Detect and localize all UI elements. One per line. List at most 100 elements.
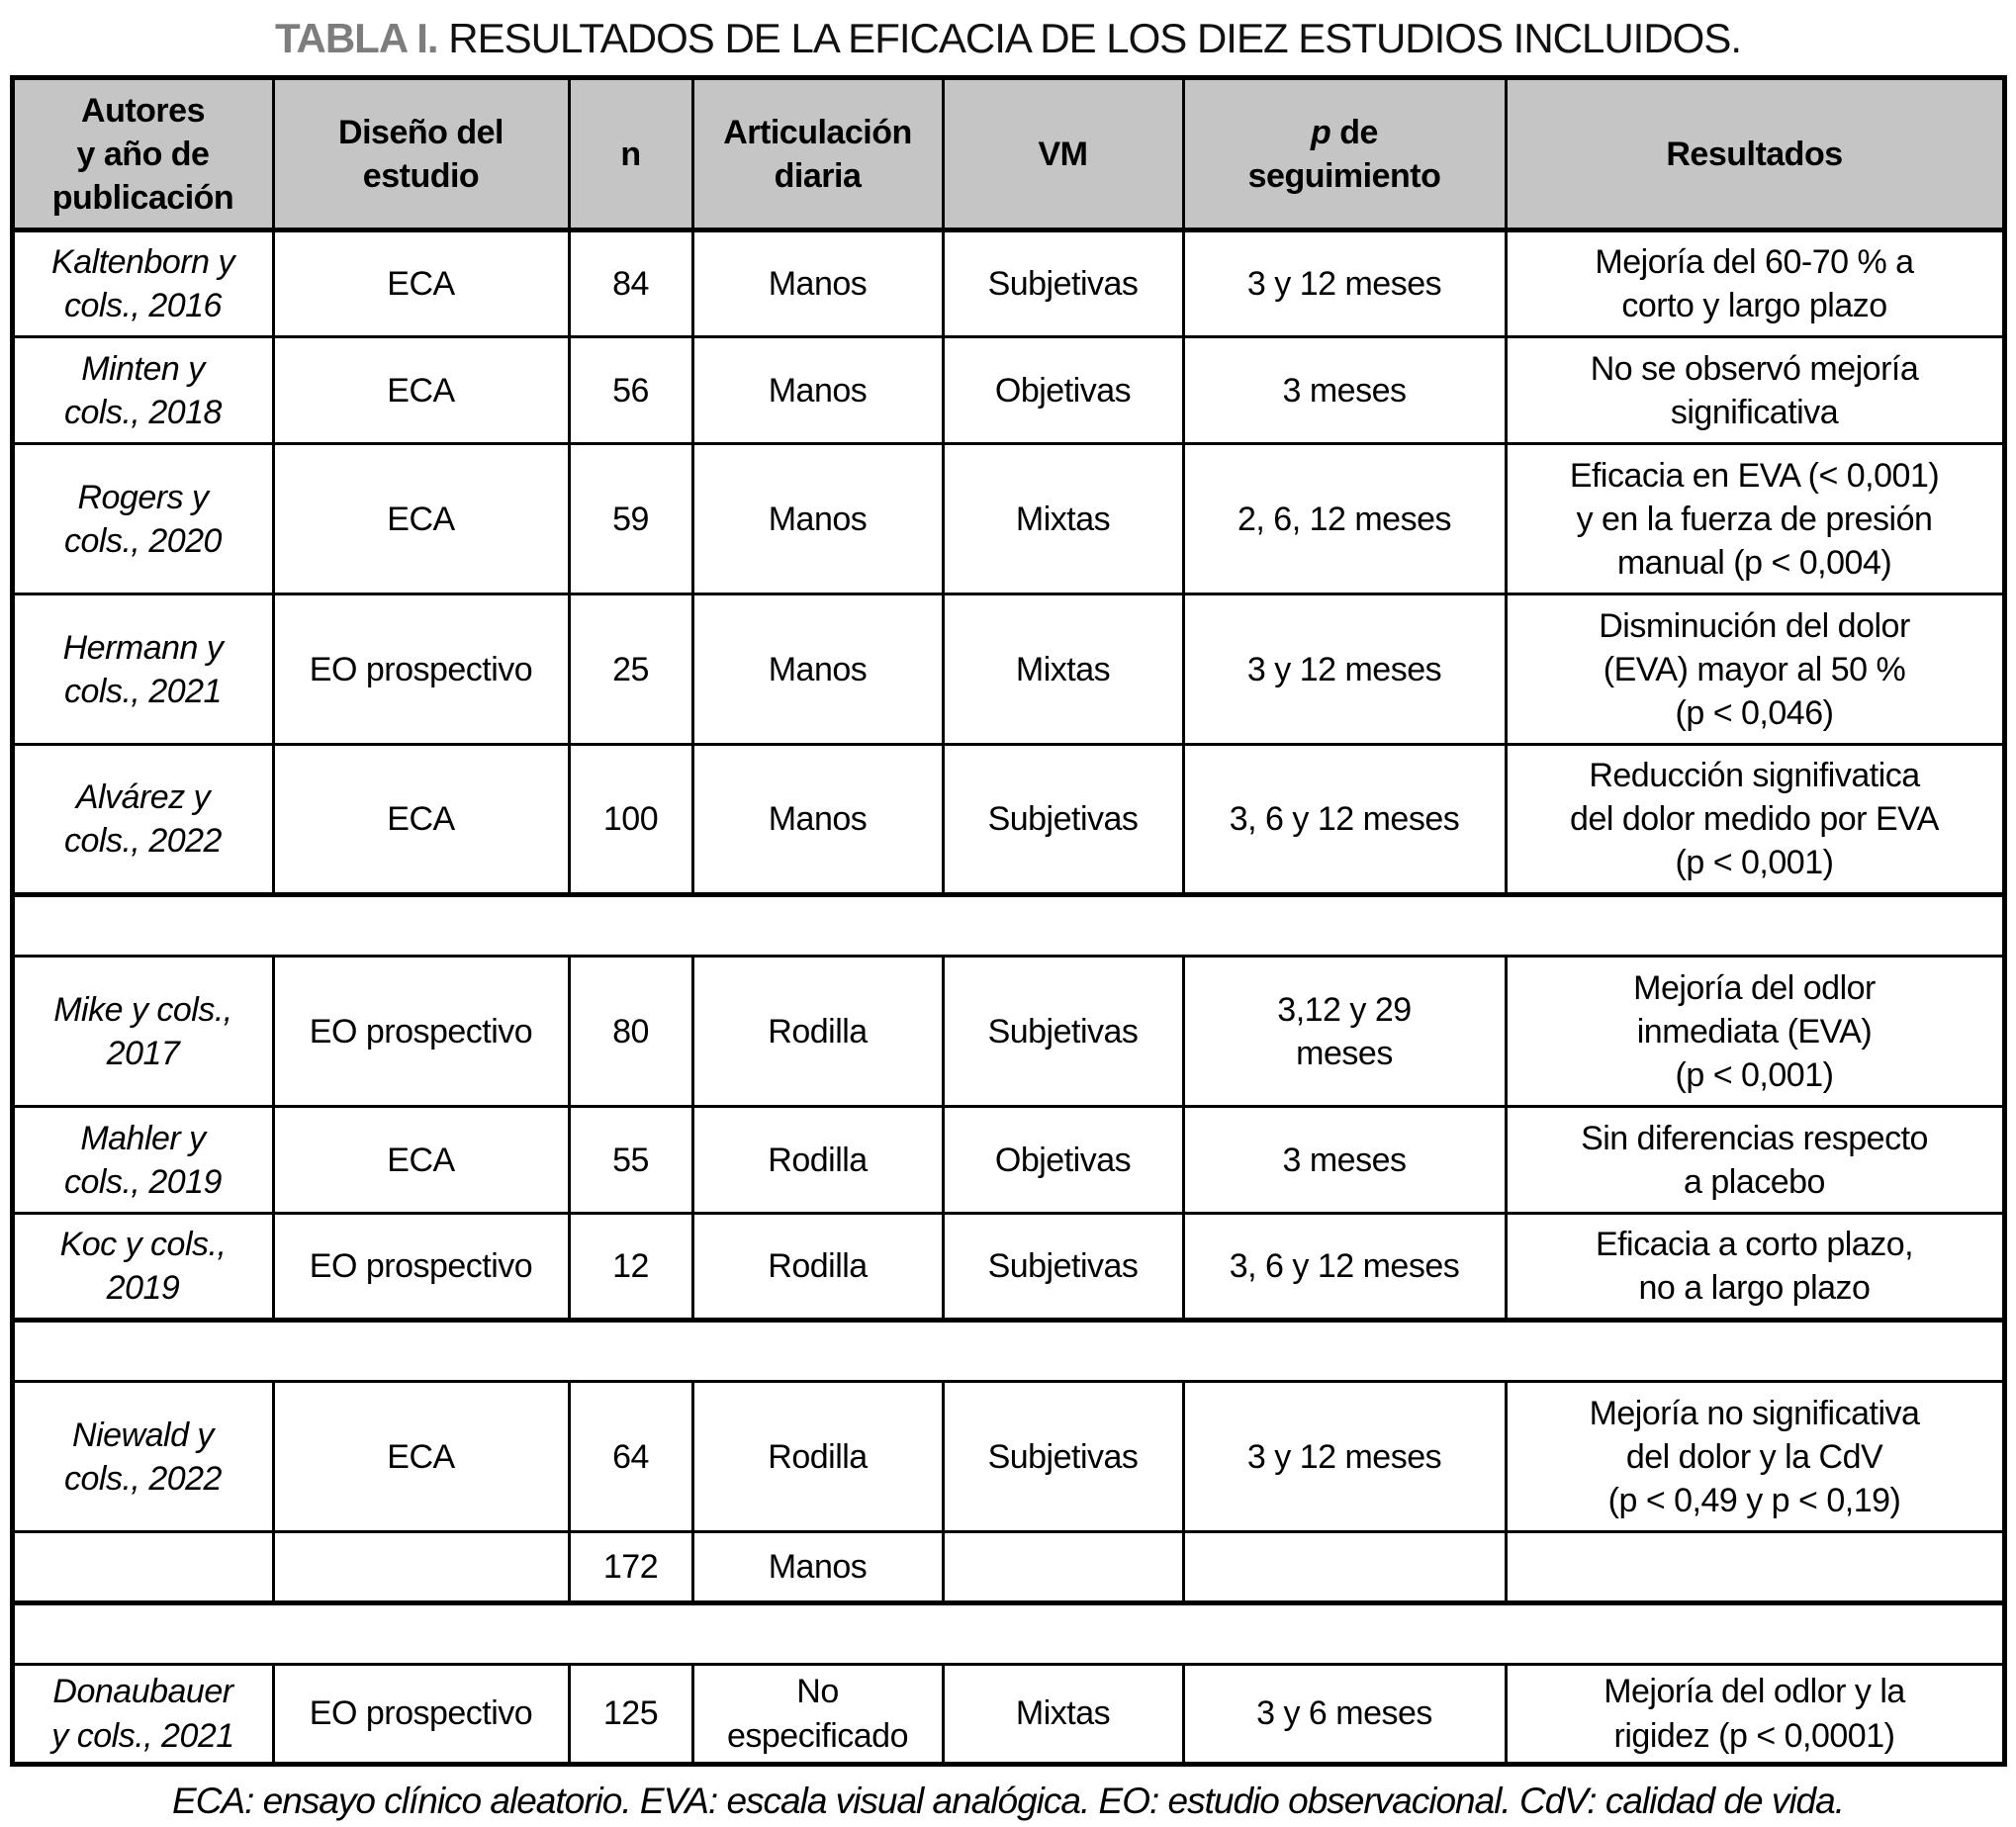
table-row: Rogers y cols., 2020 ECA 59 Manos Mixtas 2, 6… [10, 442, 2006, 596]
separator-cell [10, 1601, 2006, 1667]
table-cell: Mike y cols., 2017 [10, 955, 275, 1109]
table-cell: 55 [567, 1105, 694, 1216]
table-cell: Sin diferencias respecto a placebo [1504, 1105, 2006, 1216]
table-cell: 3 y 12 meses [1181, 593, 1508, 747]
table-cell [1181, 1530, 1508, 1606]
table-row: Niewald y cols., 2022 ECA 64 Rodilla Subjeti… [10, 1380, 2006, 1534]
study-results-table: Autores y año de publicación Diseño del e… [9, 75, 2007, 1767]
separator-row [10, 893, 2006, 959]
table-cell: 12 [567, 1212, 694, 1324]
table-cell: EO prospectivo [271, 955, 571, 1109]
table-cell: 80 [567, 955, 694, 1109]
table-row: Koc y cols., 2019 EO prospectivo 12 Rodilla… [10, 1212, 2006, 1324]
table-cell: Subjetivas [941, 228, 1185, 339]
table-cell: 3 y 12 meses [1181, 1380, 1508, 1534]
table-cell: Subjetivas [941, 743, 1185, 898]
table-cell: Eficacia en EVA (< 0,001) y en la fuerza… [1504, 442, 2006, 596]
table-cell: ECA [271, 1380, 571, 1534]
column-header: Resultados [1504, 76, 2006, 233]
column-header: Diseño del estudio [271, 76, 571, 233]
table-cell: Objetivas [941, 335, 1185, 446]
column-header: p de seguimiento [1181, 76, 1508, 233]
table-cell: Koc y cols., 2019 [10, 1212, 275, 1324]
table-cell: Rodilla [690, 955, 945, 1109]
table-cell: EO prospectivo [271, 1663, 571, 1766]
table-cell: ECA [271, 228, 571, 339]
table-cell: Mixtas [941, 593, 1185, 747]
table-cell: Reducción signifivatica del dolor medido… [1504, 743, 2006, 898]
table-cell: 3, 6 y 12 meses [1181, 1212, 1508, 1324]
table-cell: Rodilla [690, 1380, 945, 1534]
table-cell: Rodilla [690, 1105, 945, 1216]
table-cell: 3 y 6 meses [1181, 1663, 1508, 1766]
table-cell: Manos [690, 593, 945, 747]
table-cell: Manos [690, 442, 945, 596]
table-title-text: RESULTADOS DE LA EFICACIA DE LOS DIEZ ES… [448, 15, 1742, 61]
table-cell: Manos [690, 335, 945, 446]
table-cell: EO prospectivo [271, 1212, 571, 1324]
table-cell: Eficacia a corto plazo, no a largo plazo [1504, 1212, 2006, 1324]
table-cell [941, 1530, 1185, 1606]
table-cell: ECA [271, 1105, 571, 1216]
table-cell: ECA [271, 335, 571, 446]
table-cell: Hermann y cols., 2021 [10, 593, 275, 747]
table-cell: Mahler y cols., 2019 [10, 1105, 275, 1216]
table-cell: Disminución del dolor (EVA) mayor al 50 … [1504, 593, 2006, 747]
table-cell [1504, 1530, 2006, 1606]
table-row: Alvárez y cols., 2022 ECA 100 Manos Subjetiv… [10, 743, 2006, 898]
table-cell: Mixtas [941, 1663, 1185, 1766]
column-header: n [567, 76, 694, 233]
table-cell: Manos [690, 228, 945, 339]
table-cell: Mejoría del odlor inmediata (EVA) (p < 0… [1504, 955, 2006, 1109]
table-cell: 172 [567, 1530, 694, 1606]
table-cell: Manos [690, 743, 945, 898]
table-body: Kaltenborn y cols., 2016 ECA 84 Manos Subjet… [10, 228, 2006, 1766]
table-cell: Subjetivas [941, 955, 1185, 1109]
table-cell: 3 y 12 meses [1181, 228, 1508, 339]
table-cell: Subjetivas [941, 1380, 1185, 1534]
table-row: Donaubauer y cols., 2021 EO prospectivo 12… [10, 1663, 2006, 1766]
separator-row [10, 1319, 2006, 1384]
table-cell: 64 [567, 1380, 694, 1534]
table-row: 172 Manos [10, 1530, 2006, 1606]
table-row: Hermann y cols., 2021 EO prospectivo 25 Man… [10, 593, 2006, 747]
column-header: Articulación diaria [690, 76, 945, 233]
table-row: Mahler y cols., 2019 ECA 55 Rodilla Objetiva… [10, 1105, 2006, 1216]
table-cell: Donaubauer y cols., 2021 [10, 1663, 275, 1766]
table-title: TABLA I. RESULTADOS DE LA EFICACIA DE LO… [0, 14, 2016, 63]
table-cell: Subjetivas [941, 1212, 1185, 1324]
table-cell: Mejoría del 60-70 % a corto y largo plaz… [1504, 228, 2006, 339]
table-cell: Rogers y cols., 2020 [10, 442, 275, 596]
table-cell: 56 [567, 335, 694, 446]
table-cell: Minten y cols., 2018 [10, 335, 275, 446]
table-cell: 100 [567, 743, 694, 898]
table-cell: Mejoría no significativa del dolor y la … [1504, 1380, 2006, 1534]
table-cell: ECA [271, 743, 571, 898]
table-cell [271, 1530, 571, 1606]
table-cell: No especificado [690, 1663, 945, 1766]
table-cell: Niewald y cols., 2022 [10, 1380, 275, 1534]
table-cell: Alvárez y cols., 2022 [10, 743, 275, 898]
table-row: Kaltenborn y cols., 2016 ECA 84 Manos Subjet… [10, 228, 2006, 339]
table-cell: 3 meses [1181, 1105, 1508, 1216]
separator-cell [10, 893, 2006, 959]
table-cell [10, 1530, 275, 1606]
abbreviations-footnote: ECA: ensayo clínico aleatorio. EVA: esca… [172, 1780, 1845, 1821]
table-cell: 3, 6 y 12 meses [1181, 743, 1508, 898]
table-cell: ECA [271, 442, 571, 596]
table-cell: 84 [567, 228, 694, 339]
table-title-label: TABLA I. [274, 15, 439, 61]
header-row: Autores y año de publicación Diseño del e… [10, 76, 2006, 233]
table-cell: Mejoría del odlor y la rigidez (p < 0,00… [1504, 1663, 2006, 1766]
table-row: Mike y cols., 2017 EO prospectivo 80 Rodill… [10, 955, 2006, 1109]
column-header: Autores y año de publicación [10, 76, 275, 233]
table-cell: No se observó mejoría significativa [1504, 335, 2006, 446]
table-header: Autores y año de publicación Diseño del e… [10, 76, 2006, 233]
table-cell: Objetivas [941, 1105, 1185, 1216]
column-header: VM [941, 76, 1185, 233]
table-row: Minten y cols., 2018 ECA 56 Manos Objetivas 3… [10, 335, 2006, 446]
table-cell: 59 [567, 442, 694, 596]
table-cell: 3 meses [1181, 335, 1508, 446]
table-cell: 2, 6, 12 meses [1181, 442, 1508, 596]
